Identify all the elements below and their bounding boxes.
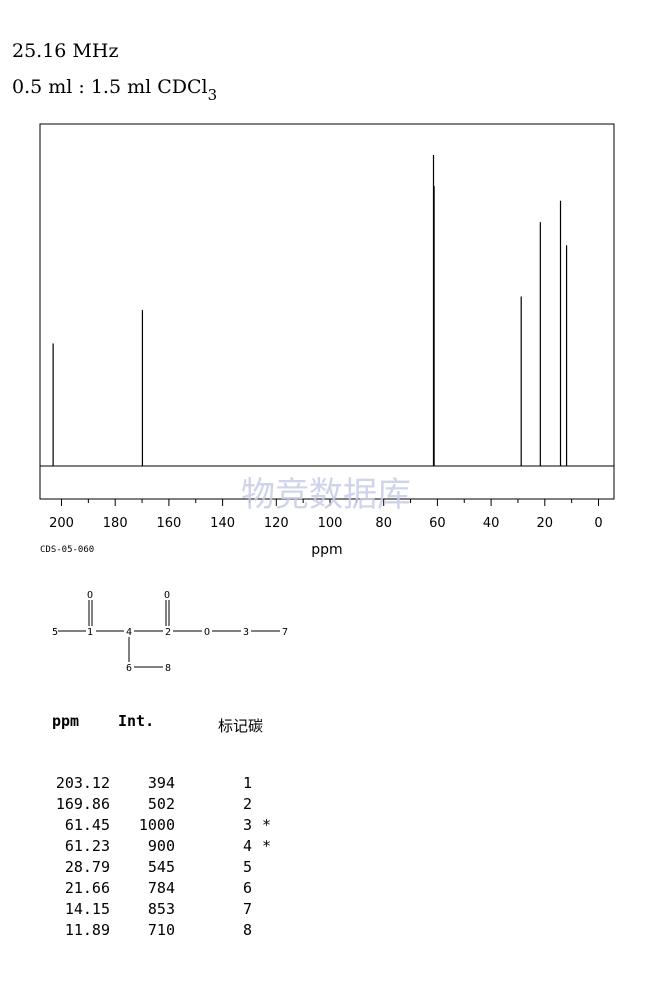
intensity-cell: 1000 bbox=[138, 816, 175, 834]
spectrometer-frequency: 25.16 MHz bbox=[12, 40, 119, 62]
x-tick-label: 140 bbox=[210, 516, 235, 531]
x-tick-label: 100 bbox=[318, 516, 343, 531]
ppm-cell: 21.66 bbox=[64, 879, 110, 897]
x-tick-label: 160 bbox=[156, 516, 181, 531]
x-tick-label: 80 bbox=[375, 516, 392, 531]
column-header-assigned-carbon: 标记碳 bbox=[218, 717, 264, 735]
intensity-cell: 784 bbox=[147, 879, 175, 897]
solvent-subscript: 3 bbox=[207, 86, 218, 104]
atom-8: 8 bbox=[165, 663, 171, 674]
spectrum-code: CDS-05-060 bbox=[40, 545, 94, 555]
x-axis-ticks: 200 180 160 140 120 100 80 60 40 20 0 bbox=[49, 499, 603, 531]
column-header-intensity: Int. bbox=[118, 712, 155, 730]
atom-7: 7 bbox=[282, 627, 288, 638]
watermark: 物竞数据库 bbox=[241, 475, 411, 515]
ppm-cell: 61.23 bbox=[64, 837, 110, 855]
intensity-cell: 502 bbox=[147, 795, 175, 813]
x-tick-label: 200 bbox=[49, 516, 74, 531]
intensity-cell: 545 bbox=[147, 858, 175, 876]
atom-3: 3 bbox=[243, 627, 249, 638]
atom-cell: 6 bbox=[242, 879, 252, 897]
atom-6: 6 bbox=[126, 663, 132, 674]
intensity-cell: 710 bbox=[147, 921, 175, 939]
atom-cell: 7 bbox=[242, 900, 252, 918]
equivalence-mark: * bbox=[262, 816, 272, 834]
solvent-label: 0.5 ml : 1.5 ml CDCl3 bbox=[12, 76, 217, 104]
column-header-ppm: ppm bbox=[52, 712, 80, 730]
atom-cell: 3 bbox=[242, 816, 252, 834]
ppm-cell: 61.45 bbox=[64, 816, 110, 834]
intensity-cell: 853 bbox=[147, 900, 175, 918]
ppm-cell: 169.86 bbox=[55, 795, 110, 813]
x-tick-label: 20 bbox=[537, 516, 554, 531]
atom-1: 1 bbox=[87, 627, 93, 638]
x-tick-label: 0 bbox=[594, 516, 602, 531]
ppm-cell: 28.79 bbox=[64, 858, 110, 876]
atom-carbonyl-oxygen: O bbox=[164, 590, 170, 601]
atom-cell: 8 bbox=[242, 921, 252, 939]
equivalence-mark: * bbox=[262, 837, 272, 855]
x-tick-label: 180 bbox=[103, 516, 128, 531]
plot-frame bbox=[39, 123, 615, 500]
ppm-cell: 11.89 bbox=[64, 921, 110, 939]
atom-ester-oxygen: O bbox=[204, 627, 210, 638]
nmr-spectrum-chart: 200 180 160 140 120 100 80 60 40 20 0 物竞数据库 ppm CD… bbox=[39, 123, 615, 674]
atom-cell: 2 bbox=[242, 795, 252, 813]
atom-5: 5 bbox=[52, 627, 58, 638]
solvent-main: 0.5 ml : 1.5 ml CDCl bbox=[12, 76, 208, 98]
ppm-cell: 203.12 bbox=[55, 774, 110, 792]
atom-cell: 5 bbox=[242, 858, 252, 876]
x-tick-label: 40 bbox=[483, 516, 500, 531]
atom-2: 2 bbox=[165, 627, 171, 638]
intensity-cell: 394 bbox=[147, 774, 175, 792]
ppm-cell: 14.15 bbox=[64, 900, 110, 918]
x-axis-title: ppm bbox=[311, 542, 342, 558]
atom-cell: 1 bbox=[242, 774, 252, 792]
structure-diagram bbox=[58, 600, 280, 668]
atom-cell: 4 bbox=[242, 837, 252, 855]
peak-lines bbox=[52, 155, 568, 466]
atom-ketone-oxygen: O bbox=[87, 590, 93, 601]
x-tick-label: 60 bbox=[429, 516, 446, 531]
atom-4: 4 bbox=[126, 627, 132, 638]
x-tick-label: 120 bbox=[264, 516, 289, 531]
intensity-cell: 900 bbox=[147, 837, 175, 855]
